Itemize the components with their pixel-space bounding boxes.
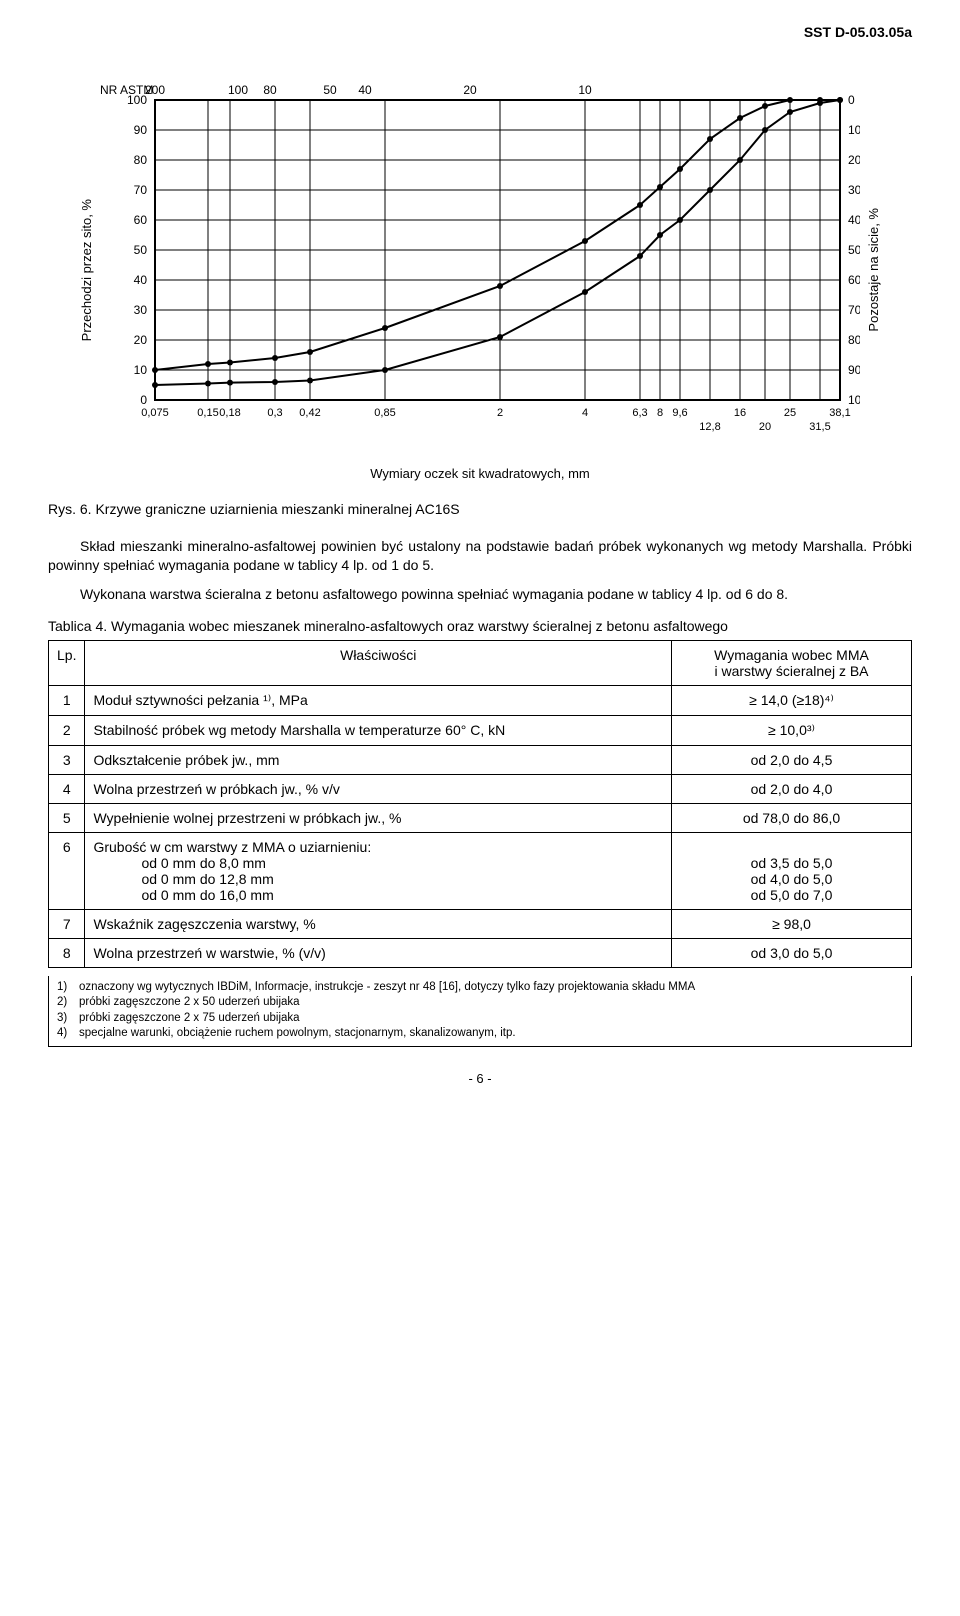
svg-text:6,3: 6,3 bbox=[632, 407, 647, 419]
chart-ylabel-left: Przechodzi przez sito, % bbox=[73, 199, 100, 341]
cell-prop: Odkształcenie próbek jw., mm bbox=[85, 745, 672, 774]
col-prop: Właściwości bbox=[85, 640, 672, 685]
cell-val: ≥ 10,0³⁾ bbox=[672, 715, 912, 745]
svg-text:4: 4 bbox=[582, 407, 588, 419]
svg-text:0,3: 0,3 bbox=[267, 407, 282, 419]
cell-lp: 4 bbox=[49, 774, 85, 803]
note-line: 3)próbki zagęszczone 2 x 75 uderzeń ubij… bbox=[57, 1011, 903, 1027]
svg-text:0,18: 0,18 bbox=[219, 407, 240, 419]
svg-text:20: 20 bbox=[848, 153, 860, 167]
grain-size-chart: 0100109020803070406050506040703080209010… bbox=[100, 80, 860, 460]
table-row: 7Wskaźnik zagęszczenia warstwy, %≥ 98,0 bbox=[49, 909, 912, 938]
cell-lp: 3 bbox=[49, 745, 85, 774]
svg-text:80: 80 bbox=[134, 153, 148, 167]
svg-text:8: 8 bbox=[657, 407, 663, 419]
requirements-table: Lp. Właściwości Wymagania wobec MMAi war… bbox=[48, 640, 912, 968]
svg-text:60: 60 bbox=[134, 213, 148, 227]
svg-text:31,5: 31,5 bbox=[809, 421, 830, 433]
svg-text:50: 50 bbox=[848, 243, 860, 257]
note-line: 2)próbki zagęszczone 2 x 50 uderzeń ubij… bbox=[57, 995, 903, 1011]
svg-text:0,15: 0,15 bbox=[197, 407, 218, 419]
svg-text:2: 2 bbox=[497, 407, 503, 419]
paragraph-1: Skład mieszanki mineralno-asfaltowej pow… bbox=[48, 537, 912, 575]
svg-text:10: 10 bbox=[848, 123, 860, 137]
svg-text:40: 40 bbox=[134, 273, 148, 287]
svg-text:16: 16 bbox=[734, 407, 746, 419]
table-row: 8Wolna przestrzeń w warstwie, % (v/v)od … bbox=[49, 938, 912, 967]
svg-text:50: 50 bbox=[323, 83, 337, 97]
svg-text:100: 100 bbox=[848, 393, 860, 407]
cell-val: od 2,0 do 4,0 bbox=[672, 774, 912, 803]
cell-val: ≥ 14,0 (≥18)⁴⁾ bbox=[672, 685, 912, 715]
svg-text:9,6: 9,6 bbox=[672, 407, 687, 419]
svg-text:20: 20 bbox=[759, 421, 771, 433]
svg-text:0: 0 bbox=[848, 93, 855, 107]
svg-text:40: 40 bbox=[848, 213, 860, 227]
svg-text:0: 0 bbox=[140, 393, 147, 407]
cell-prop: Grubość w cm warstwy z MMA o uziarnieniu… bbox=[85, 832, 672, 909]
svg-text:100: 100 bbox=[228, 83, 248, 97]
cell-lp: 1 bbox=[49, 685, 85, 715]
table-row: 6Grubość w cm warstwy z MMA o uziarnieni… bbox=[49, 832, 912, 909]
cell-lp: 2 bbox=[49, 715, 85, 745]
svg-text:80: 80 bbox=[263, 83, 277, 97]
doc-code: SST D-05.03.05a bbox=[48, 24, 912, 40]
svg-text:25: 25 bbox=[784, 407, 796, 419]
svg-text:0,075: 0,075 bbox=[141, 407, 169, 419]
chart-xlabel: Wymiary oczek sit kwadratowych, mm bbox=[48, 466, 912, 481]
svg-text:40: 40 bbox=[358, 83, 372, 97]
svg-text:200: 200 bbox=[145, 83, 165, 97]
col-lp: Lp. bbox=[49, 640, 85, 685]
table-row: 4Wolna przestrzeń w próbkach jw., % v/vo… bbox=[49, 774, 912, 803]
svg-text:90: 90 bbox=[848, 363, 860, 377]
table-caption: Tablica 4. Wymagania wobec mieszanek min… bbox=[48, 618, 912, 634]
cell-val: od 3,0 do 5,0 bbox=[672, 938, 912, 967]
cell-prop: Moduł sztywności pełzania ¹⁾, MPa bbox=[85, 685, 672, 715]
cell-val: ≥ 98,0 bbox=[672, 909, 912, 938]
cell-lp: 5 bbox=[49, 803, 85, 832]
svg-text:50: 50 bbox=[134, 243, 148, 257]
svg-text:30: 30 bbox=[848, 183, 860, 197]
svg-text:20: 20 bbox=[463, 83, 477, 97]
svg-text:30: 30 bbox=[134, 303, 148, 317]
cell-prop: Stabilność próbek wg metody Marshalla w … bbox=[85, 715, 672, 745]
table-row: 5Wypełnienie wolnej przestrzeni w próbka… bbox=[49, 803, 912, 832]
cell-lp: 8 bbox=[49, 938, 85, 967]
cell-val: od 2,0 do 4,5 bbox=[672, 745, 912, 774]
chart-ylabel-right: Pozostaje na sicie, % bbox=[860, 208, 887, 332]
svg-text:70: 70 bbox=[848, 303, 860, 317]
paragraph-2: Wykonana warstwa ścieralna z betonu asfa… bbox=[48, 585, 912, 604]
cell-lp: 7 bbox=[49, 909, 85, 938]
svg-text:20: 20 bbox=[134, 333, 148, 347]
cell-prop: Wypełnienie wolnej przestrzeni w próbkac… bbox=[85, 803, 672, 832]
table-row: 3Odkształcenie próbek jw., mmod 2,0 do 4… bbox=[49, 745, 912, 774]
svg-text:90: 90 bbox=[134, 123, 148, 137]
figure-label: Rys. 6. Krzywe graniczne uziarnienia mie… bbox=[48, 501, 912, 517]
svg-text:60: 60 bbox=[848, 273, 860, 287]
svg-text:80: 80 bbox=[848, 333, 860, 347]
col-req: Wymagania wobec MMAi warstwy ścieralnej … bbox=[672, 640, 912, 685]
table-notes: 1)oznaczony wg wytycznych IBDiM, Informa… bbox=[48, 976, 912, 1047]
cell-lp: 6 bbox=[49, 832, 85, 909]
svg-text:0,42: 0,42 bbox=[299, 407, 320, 419]
table-row: 1Moduł sztywności pełzania ¹⁾, MPa≥ 14,0… bbox=[49, 685, 912, 715]
svg-text:0,85: 0,85 bbox=[374, 407, 395, 419]
svg-text:10: 10 bbox=[134, 363, 148, 377]
note-line: 4)specjalne warunki, obciążenie ruchem p… bbox=[57, 1026, 903, 1042]
cell-val: od 3,5 do 5,0od 4,0 do 5,0od 5,0 do 7,0 bbox=[672, 832, 912, 909]
svg-text:38,1: 38,1 bbox=[829, 407, 850, 419]
svg-text:12,8: 12,8 bbox=[699, 421, 720, 433]
chart-container: Przechodzi przez sito, % 010010902080307… bbox=[48, 80, 912, 460]
table-row: 2Stabilność próbek wg metody Marshalla w… bbox=[49, 715, 912, 745]
svg-text:10: 10 bbox=[578, 83, 592, 97]
page-number: - 6 - bbox=[48, 1071, 912, 1086]
note-line: 1)oznaczony wg wytycznych IBDiM, Informa… bbox=[57, 980, 903, 996]
cell-prop: Wolna przestrzeń w warstwie, % (v/v) bbox=[85, 938, 672, 967]
cell-prop: Wskaźnik zagęszczenia warstwy, % bbox=[85, 909, 672, 938]
cell-prop: Wolna przestrzeń w próbkach jw., % v/v bbox=[85, 774, 672, 803]
cell-val: od 78,0 do 86,0 bbox=[672, 803, 912, 832]
svg-text:70: 70 bbox=[134, 183, 148, 197]
